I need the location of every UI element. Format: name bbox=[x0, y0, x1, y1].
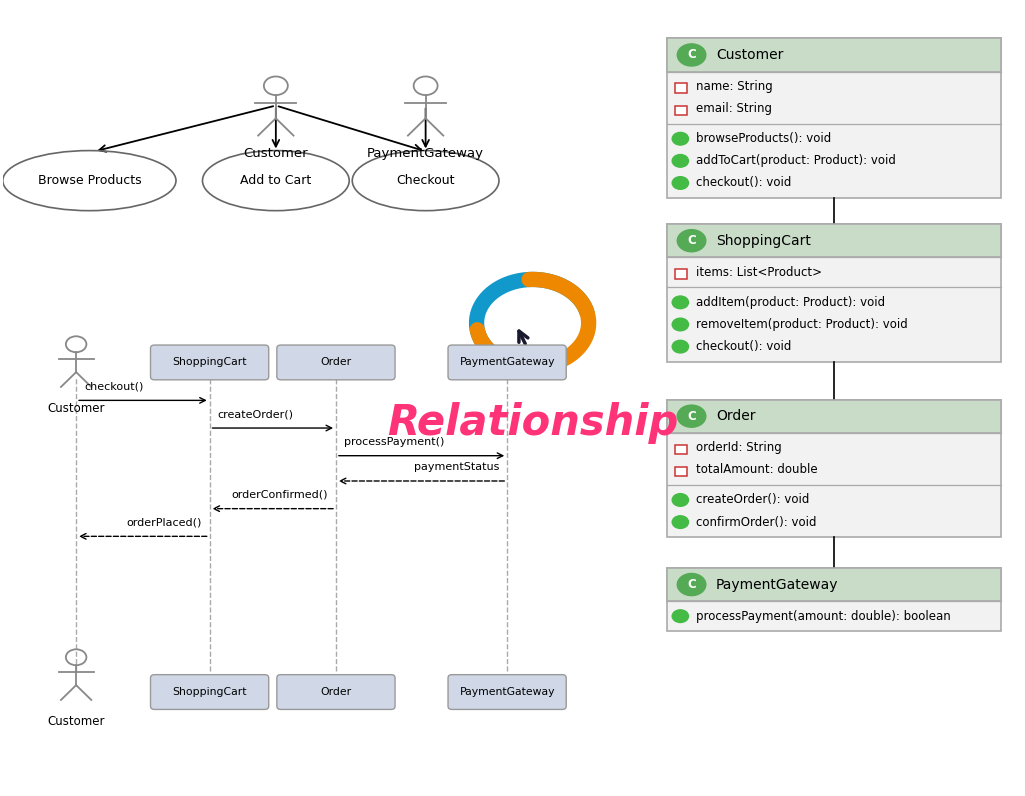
FancyBboxPatch shape bbox=[277, 345, 395, 380]
Circle shape bbox=[672, 516, 689, 529]
Circle shape bbox=[672, 494, 689, 506]
FancyBboxPatch shape bbox=[667, 38, 1001, 198]
Circle shape bbox=[672, 132, 689, 145]
FancyBboxPatch shape bbox=[667, 400, 1001, 537]
Text: confirmOrder(): void: confirmOrder(): void bbox=[696, 516, 816, 529]
Text: C: C bbox=[687, 234, 696, 248]
Text: 1: 1 bbox=[847, 572, 854, 585]
Text: 1: 1 bbox=[847, 520, 854, 533]
FancyBboxPatch shape bbox=[151, 675, 269, 709]
Text: Order: Order bbox=[716, 409, 755, 423]
Text: Customer: Customer bbox=[244, 147, 309, 161]
Text: orderPlaced(): orderPlaced() bbox=[126, 517, 202, 528]
FancyBboxPatch shape bbox=[151, 345, 269, 380]
FancyBboxPatch shape bbox=[675, 466, 688, 476]
Text: addToCart(product: Product): void: addToCart(product: Product): void bbox=[696, 154, 896, 167]
Text: ShoppingCart: ShoppingCart bbox=[172, 687, 247, 697]
FancyBboxPatch shape bbox=[667, 224, 1001, 257]
Text: 1: 1 bbox=[847, 228, 854, 241]
Text: PaymentGateway: PaymentGateway bbox=[459, 687, 555, 697]
Text: ShoppingCart: ShoppingCart bbox=[172, 357, 247, 368]
Text: paymentStatus: paymentStatus bbox=[414, 462, 499, 472]
Text: Customer: Customer bbox=[716, 48, 783, 62]
Text: items: List<Product>: items: List<Product> bbox=[696, 266, 822, 279]
Text: processPayment(): processPayment() bbox=[344, 437, 445, 447]
FancyBboxPatch shape bbox=[448, 345, 566, 380]
Text: totalAmount: double: totalAmount: double bbox=[696, 463, 817, 477]
Circle shape bbox=[678, 405, 706, 427]
Circle shape bbox=[672, 296, 689, 309]
Text: Add to Cart: Add to Cart bbox=[240, 174, 312, 187]
FancyBboxPatch shape bbox=[667, 400, 1001, 433]
Text: 1: 1 bbox=[847, 181, 854, 194]
Circle shape bbox=[672, 177, 689, 189]
Text: processPayment(amount: double): boolean: processPayment(amount: double): boolean bbox=[696, 610, 950, 622]
Text: createOrder(): createOrder() bbox=[217, 409, 294, 419]
Text: C: C bbox=[687, 578, 696, 591]
FancyBboxPatch shape bbox=[277, 675, 395, 709]
Text: orderConfirmed(): orderConfirmed() bbox=[232, 490, 328, 500]
Text: Checkout: Checkout bbox=[397, 174, 455, 187]
Circle shape bbox=[678, 44, 706, 66]
FancyBboxPatch shape bbox=[675, 84, 688, 93]
Circle shape bbox=[672, 318, 689, 331]
Text: email: String: email: String bbox=[696, 102, 772, 115]
Circle shape bbox=[678, 229, 706, 252]
Text: createOrder(): void: createOrder(): void bbox=[696, 494, 809, 506]
FancyBboxPatch shape bbox=[675, 106, 688, 115]
Text: orderId: String: orderId: String bbox=[696, 441, 781, 455]
Text: Browse Products: Browse Products bbox=[38, 174, 141, 187]
Text: Customer: Customer bbox=[47, 715, 105, 728]
Text: PaymentGateway: PaymentGateway bbox=[459, 357, 555, 368]
Text: Order: Order bbox=[321, 357, 352, 368]
Circle shape bbox=[672, 341, 689, 353]
Text: PaymentGateway: PaymentGateway bbox=[716, 578, 838, 591]
Text: PaymentGateway: PaymentGateway bbox=[367, 147, 484, 161]
Text: Customer: Customer bbox=[47, 402, 105, 415]
FancyBboxPatch shape bbox=[448, 675, 566, 709]
Text: name: String: name: String bbox=[696, 80, 773, 93]
Circle shape bbox=[672, 154, 689, 167]
Text: browseProducts(): void: browseProducts(): void bbox=[696, 132, 831, 145]
Text: 1: 1 bbox=[847, 404, 854, 416]
FancyBboxPatch shape bbox=[667, 38, 1001, 72]
FancyBboxPatch shape bbox=[667, 568, 1001, 631]
Text: checkout(): void: checkout(): void bbox=[696, 177, 791, 189]
FancyBboxPatch shape bbox=[675, 269, 688, 279]
Text: ShoppingCart: ShoppingCart bbox=[716, 234, 811, 248]
Text: 1: 1 bbox=[847, 345, 854, 357]
FancyBboxPatch shape bbox=[667, 224, 1001, 361]
Text: removeItem(product: Product): void: removeItem(product: Product): void bbox=[696, 318, 907, 331]
Text: checkout(): checkout() bbox=[84, 381, 144, 392]
Text: Order: Order bbox=[321, 687, 352, 697]
Circle shape bbox=[678, 573, 706, 595]
FancyBboxPatch shape bbox=[667, 568, 1001, 601]
Text: C: C bbox=[687, 49, 696, 61]
Text: Relationship: Relationship bbox=[387, 402, 679, 444]
Text: addItem(product: Product): void: addItem(product: Product): void bbox=[696, 296, 885, 309]
Circle shape bbox=[672, 610, 689, 622]
FancyBboxPatch shape bbox=[675, 445, 688, 455]
Text: C: C bbox=[687, 410, 696, 423]
Text: checkout(): void: checkout(): void bbox=[696, 340, 791, 353]
